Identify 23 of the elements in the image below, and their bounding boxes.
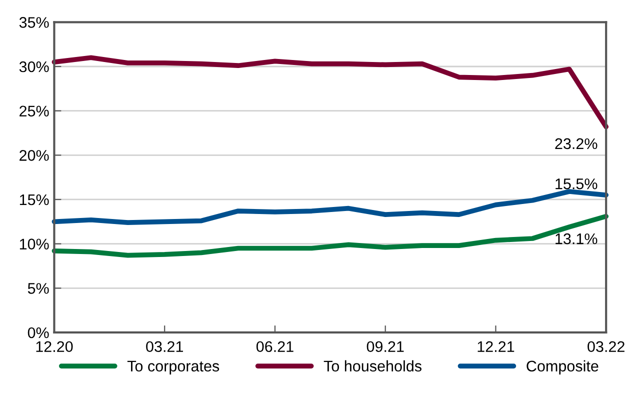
x-tick-label: 06.21: [256, 341, 294, 352]
y-tick-label: 35%: [19, 17, 49, 28]
annotation: 23.2%: [555, 138, 598, 150]
legend-label: To households: [324, 360, 422, 372]
y-tick-label: 0%: [28, 327, 49, 338]
line-series: [52, 214, 609, 258]
y-tick-label: 10%: [20, 238, 49, 250]
y-tick-label: 5%: [28, 283, 49, 294]
line-series: [52, 55, 609, 130]
y-tick-label: 20%: [20, 150, 49, 161]
y-tick-label: 25%: [20, 106, 49, 117]
x-tick-label: 12.20: [36, 341, 73, 352]
annotation: 13.1%: [556, 233, 598, 244]
x-tick-label: 03.22: [588, 341, 624, 352]
annotation: 15.5%: [556, 178, 598, 190]
y-tick-label: 30%: [19, 61, 49, 72]
x-tick-label: 12.21: [478, 341, 514, 352]
y-tick-label: 15%: [20, 194, 49, 206]
legend-label: To corporates: [127, 360, 220, 375]
x-tick-label: 03.21: [146, 341, 183, 352]
x-tick-label: 09.21: [366, 341, 404, 352]
legend-label: Composite: [526, 360, 598, 375]
line-series: [52, 189, 609, 225]
